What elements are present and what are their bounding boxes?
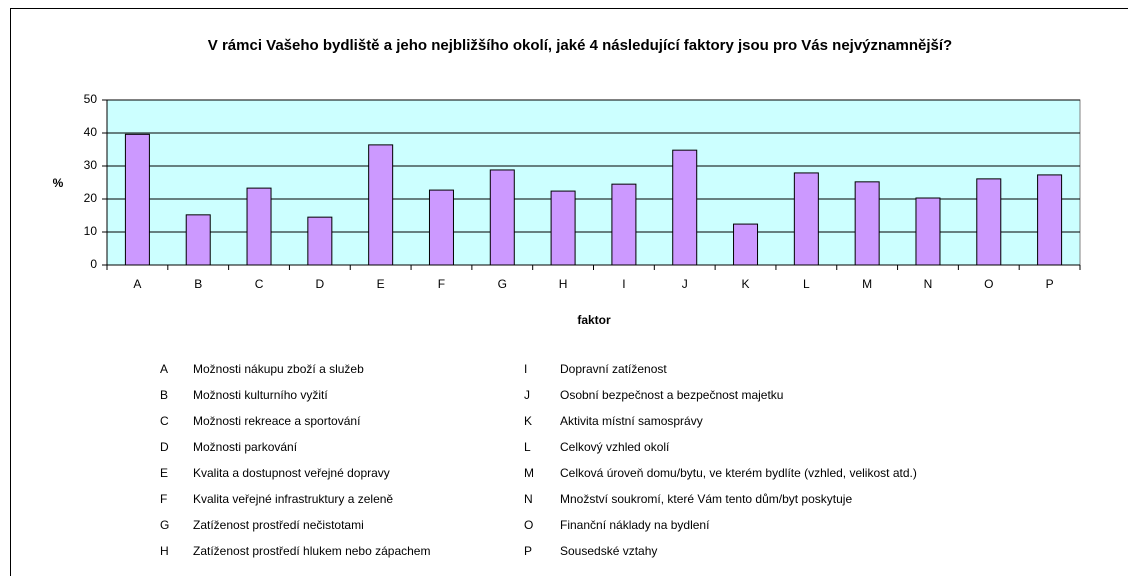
legend-code: M (524, 466, 534, 480)
legend-description: Zatíženost prostředí nečistotami (193, 518, 364, 532)
x-tick-label: G (498, 277, 507, 291)
bar (854, 181, 880, 266)
legend-code: O (524, 518, 533, 532)
legend-description: Kvalita a dostupnost veřejné dopravy (193, 466, 390, 480)
legend-description: Aktivita místní samosprávy (560, 414, 703, 428)
x-tick-label: J (682, 277, 688, 291)
legend-description: Osobní bezpečnost a bezpečnost majetku (560, 388, 783, 402)
legend-description: Množství soukromí, které Vám tento dům/b… (560, 492, 852, 506)
x-tick-label: P (1046, 277, 1054, 291)
bar (368, 144, 394, 266)
y-tick-label: 0 (90, 257, 97, 271)
y-tick-label: 10 (84, 224, 98, 238)
y-axis-label: % (53, 176, 64, 190)
legend-code: J (524, 388, 530, 402)
legend-code: A (160, 362, 168, 376)
legend-description: Finanční náklady na bydlení (560, 518, 710, 532)
legend-description: Možnosti rekreace a sportování (193, 414, 361, 428)
x-tick-label: A (133, 277, 141, 291)
x-tick-label: K (742, 277, 750, 291)
legend-code: C (160, 414, 169, 428)
legend-description: Dopravní zatíženost (560, 362, 667, 376)
legend-code: L (524, 440, 531, 454)
legend-code: I (524, 362, 527, 376)
y-tick-label: 50 (84, 92, 98, 106)
bar (611, 183, 637, 266)
legend-code: G (160, 518, 169, 532)
x-axis-label: faktor (577, 313, 611, 327)
y-tick-label: 40 (84, 125, 98, 139)
legend-description: Sousedské vztahy (560, 544, 657, 558)
chart-title: V rámci Vašeho bydliště a jeho nejbližší… (207, 37, 953, 54)
legend-description: Celkový vzhled okolí (560, 440, 670, 454)
bar (246, 187, 272, 266)
bar (307, 216, 333, 266)
legend-code: B (160, 388, 168, 402)
bar (489, 169, 515, 266)
legend-code: N (524, 492, 533, 506)
x-tick-label: C (255, 277, 264, 291)
legend-code: P (524, 544, 532, 558)
x-tick-label: M (862, 277, 872, 291)
bar (915, 197, 941, 266)
bar (185, 214, 211, 266)
x-tick-label: B (194, 277, 202, 291)
x-tick-label: F (438, 277, 445, 291)
y-tick-label: 30 (84, 158, 98, 172)
bar (428, 189, 454, 266)
x-tick-label: D (316, 277, 325, 291)
frame (10, 8, 1128, 576)
legend-description: Kvalita veřejné infrastruktury a zeleně (193, 492, 393, 506)
bar (976, 178, 1002, 266)
legend-description: Celková úroveň domu/bytu, ve kterém bydl… (560, 466, 917, 480)
bar (672, 149, 698, 266)
legend-description: Možnosti nákupu zboží a služeb (193, 362, 364, 376)
legend-description: Zatíženost prostředí hlukem nebo zápache… (193, 544, 430, 558)
x-tick-label: L (803, 277, 810, 291)
bar (733, 223, 759, 266)
bar (793, 172, 819, 266)
bar (124, 133, 150, 266)
legend-code: D (160, 440, 169, 454)
bar (1037, 174, 1063, 266)
y-tick-label: 20 (84, 191, 98, 205)
legend-description: Možnosti kulturního vyžití (193, 388, 328, 402)
x-tick-label: N (924, 277, 933, 291)
legend-code: E (160, 466, 168, 480)
legend-code: F (160, 492, 167, 506)
x-tick-label: E (377, 277, 385, 291)
legend-code: K (524, 414, 532, 428)
x-tick-label: O (984, 277, 993, 291)
legend-description: Možnosti parkování (193, 440, 298, 454)
x-tick-label: H (559, 277, 568, 291)
bar (550, 190, 576, 266)
legend-code: H (160, 544, 169, 558)
x-tick-label: I (622, 277, 625, 291)
